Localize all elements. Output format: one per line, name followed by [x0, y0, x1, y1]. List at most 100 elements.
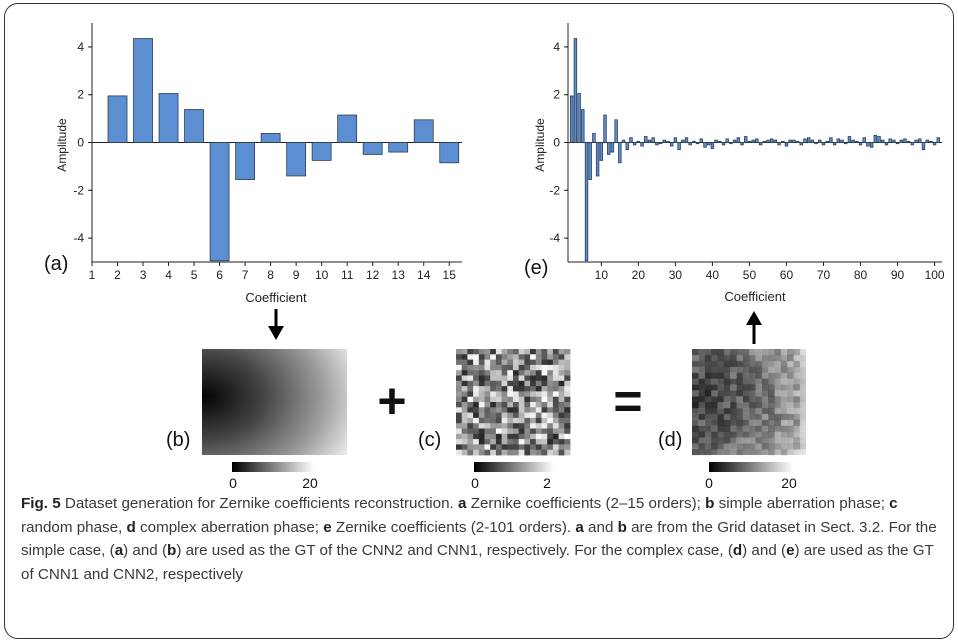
speckle-cell: [774, 372, 782, 379]
bar-e: [640, 142, 644, 147]
noise-cell: [535, 354, 542, 360]
noise-cell: [552, 359, 559, 366]
noise-cell: [456, 433, 463, 440]
speckle-cell: [768, 407, 775, 415]
bar-a: [388, 142, 409, 153]
speckle-cell: [787, 354, 794, 362]
noise-cell: [507, 375, 514, 382]
noise-cell: [564, 449, 571, 456]
bar-e: [881, 139, 885, 143]
speckle-cell: [793, 407, 801, 415]
speckle-cell: [736, 402, 744, 409]
plus-sign: +: [377, 373, 406, 429]
noise-cell: [524, 402, 531, 408]
figure-caption: Fig. 5 Dataset generation for Zernike co…: [21, 492, 939, 586]
speckle-cell: [793, 372, 801, 379]
speckle-cell: [736, 366, 744, 373]
speckle-cell: [774, 378, 782, 385]
noise-cell: [518, 391, 525, 398]
speckle-cell: [755, 425, 763, 432]
caption-ref-a: a: [458, 495, 467, 512]
speckle-cell: [736, 431, 744, 438]
noise-cell: [484, 349, 491, 355]
noise-cell: [558, 449, 565, 456]
bar-e: [792, 139, 796, 143]
speckle-cell: [780, 419, 788, 426]
noise-cell: [501, 354, 508, 360]
speckle-cell: [723, 443, 731, 450]
noise-cell: [513, 417, 520, 424]
speckle-cell: [755, 372, 763, 379]
speckle-cell: [793, 354, 801, 362]
speckle-cell: [736, 349, 744, 356]
noise-cell: [530, 391, 537, 398]
noise-cell: [535, 370, 542, 376]
bar-e: [818, 139, 822, 143]
speckle-cell: [723, 402, 731, 409]
noise-cell: [478, 444, 485, 451]
noise-cell: [456, 412, 463, 419]
noise-cell: [564, 433, 571, 440]
bar-e: [869, 142, 874, 148]
speckle-cell: [723, 354, 731, 362]
noise-cell: [558, 349, 565, 355]
noise-cell: [524, 449, 531, 456]
speckle-cell: [717, 361, 724, 367]
noise-cell: [564, 380, 571, 387]
noise-cell: [547, 423, 554, 429]
noise-cell: [467, 428, 474, 435]
noise-cell: [513, 407, 520, 413]
bar-e: [710, 142, 715, 149]
speckle-cell: [704, 390, 712, 397]
x-tick-label-e: 30: [669, 268, 683, 282]
image-b: (b) 0 20: [166, 349, 347, 490]
noise-cell: [490, 370, 497, 376]
speckle-cell: [799, 413, 807, 421]
noise-cell: [513, 380, 520, 387]
noise-cell: [478, 428, 485, 435]
noise-cell: [501, 402, 508, 408]
speckle-cell: [755, 413, 763, 421]
colorbar-d: [709, 462, 793, 472]
bar-e: [647, 139, 652, 143]
noise-cell: [495, 417, 502, 424]
noise-cell: [541, 439, 548, 445]
speckle-cell: [774, 384, 782, 391]
speckle-cell: [793, 349, 801, 356]
noise-cell: [507, 349, 514, 355]
speckle-cell: [761, 396, 769, 403]
speckle-cell: [787, 437, 794, 443]
speckle-cell: [755, 366, 763, 373]
noise-cell: [490, 423, 497, 429]
colorbar-b-min: 0: [229, 475, 237, 490]
speckle-cell: [780, 425, 788, 432]
noise-cell: [495, 407, 502, 413]
speckle-cell: [774, 437, 782, 444]
speckle-cell: [768, 372, 775, 379]
noise-cell: [518, 364, 525, 371]
speckle-cell: [730, 413, 737, 421]
caption-ref-b: b: [617, 518, 627, 536]
bar-e: [714, 139, 718, 143]
noise-cell: [501, 439, 508, 445]
x-tick-label-a: 14: [417, 268, 431, 282]
speckle-cell: [742, 354, 750, 362]
speckle-cell: [698, 396, 705, 402]
noise-cell: [513, 349, 520, 355]
speckle-cell: [749, 431, 756, 437]
noise-cell: [501, 391, 508, 398]
speckle-cell: [730, 443, 737, 450]
speckle-cell: [704, 419, 712, 426]
speckle-cell: [704, 354, 712, 362]
bar-a: [337, 114, 358, 143]
speckle-cell: [755, 402, 763, 409]
noise-cell: [507, 364, 514, 371]
noise-cell: [518, 449, 525, 456]
caption-ref-b: b: [705, 495, 715, 512]
speckle-cell: [761, 384, 769, 391]
noise-cell: [518, 444, 525, 451]
noise-cell: [490, 364, 497, 371]
noise-cell: [513, 433, 520, 440]
noise-cell: [467, 444, 474, 451]
noise-cell: [507, 412, 514, 419]
